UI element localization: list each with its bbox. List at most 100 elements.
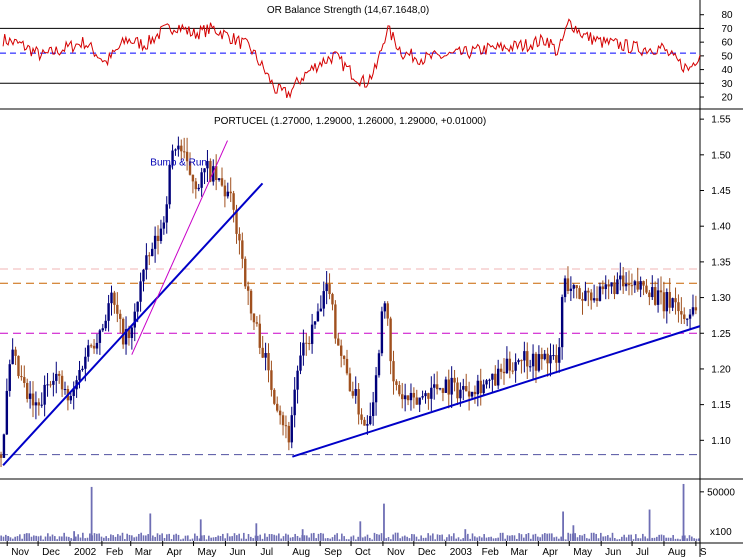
price-bar-body [252, 313, 256, 323]
price-bar-body [168, 164, 171, 205]
price-bar-body [185, 151, 189, 162]
price-bar-body [639, 281, 642, 290]
price-bar-body [616, 279, 619, 295]
price-bar-body [37, 402, 41, 406]
price-bar-body [116, 304, 119, 314]
price-bar-body [284, 425, 288, 427]
price-bar-body [232, 193, 235, 210]
price-bar-body [491, 373, 494, 380]
price-bar-body [578, 288, 581, 299]
price-bar-body [653, 287, 657, 305]
price-bar-body [110, 292, 113, 304]
price-bar-body [688, 314, 692, 319]
price-bar-body [203, 168, 206, 173]
price-bar-body [49, 384, 52, 386]
rsi-tick-label: 50 [721, 51, 733, 62]
x-tick-label: S [700, 547, 707, 557]
price-bar-body [249, 290, 253, 314]
x-tick-label: Nov [387, 547, 405, 557]
rsi-panel: 20 30 40 50 60 70 80 [0, 10, 733, 104]
price-tick-label: 1.25 [711, 329, 731, 340]
price-bar-body [0, 454, 3, 458]
price-bar-body [636, 281, 639, 290]
price-bar-body [261, 347, 264, 358]
price-bar-body [334, 304, 337, 339]
price-trend-line [2, 182, 264, 466]
price-bar-body [342, 355, 346, 359]
bump-and-run-annotation: Bump & Run [150, 158, 207, 169]
price-bar-body [633, 281, 637, 286]
x-tick-label: Jul [636, 547, 649, 557]
price-bar-body [5, 390, 9, 435]
price-bar-body [357, 389, 360, 415]
price-bar-body [485, 380, 488, 385]
price-bar-body [526, 351, 529, 367]
volume-tick-label: 50000 [707, 487, 735, 498]
price-bar-body [278, 410, 282, 416]
price-bar-body [28, 393, 32, 399]
price-bar-body [380, 311, 384, 354]
price-tick-label: 1.50 [711, 150, 731, 161]
price-bar-body [69, 396, 73, 401]
price-bar-body [371, 402, 375, 417]
price-bar-body [235, 209, 238, 234]
price-bar-body [645, 285, 648, 293]
price-bar-body [409, 392, 413, 401]
price-bar-body [351, 391, 355, 396]
price-bar-body [523, 351, 526, 361]
price-bar-body [133, 311, 136, 328]
price-bar-body [668, 292, 671, 308]
x-tick-label: Jun [605, 547, 621, 557]
price-trend-line [292, 325, 701, 458]
price-bar-body [558, 347, 561, 363]
price-bar-body [153, 235, 157, 249]
price-bar-body [290, 415, 293, 443]
price-bar-body [575, 285, 578, 289]
price-bar-body [534, 353, 538, 371]
price-bar-body [433, 384, 436, 388]
price-bar-body [92, 345, 96, 349]
price-bar-body [520, 360, 523, 362]
price-bar-body [23, 377, 26, 383]
price-bar-body [328, 284, 331, 295]
price-bar-body [354, 389, 357, 396]
price-bar-body [258, 323, 261, 348]
rsi-tick-label: 60 [721, 38, 733, 49]
price-tick-label: 1.20 [711, 364, 731, 375]
price-bar-body [98, 330, 102, 343]
rsi-tick-label: 20 [721, 93, 733, 104]
price-bar-body [81, 368, 84, 371]
price-bar-body [319, 308, 323, 312]
rsi-tick-label: 80 [721, 10, 733, 21]
price-bar-body [2, 434, 6, 458]
price-bar-body [331, 294, 334, 305]
price-bar-body [206, 160, 209, 169]
price-bar-body [246, 286, 250, 291]
price-bar-body [563, 278, 567, 298]
price-bar-body [662, 292, 666, 312]
price-bar-body [502, 371, 506, 374]
rsi-tick-label: 30 [721, 79, 733, 90]
price-bar-body [374, 375, 378, 403]
x-tick-label: Mar [135, 547, 153, 557]
price-bar-body [627, 283, 631, 286]
price-bar-body [339, 345, 343, 356]
price-bar-body [63, 389, 67, 391]
price-bar-body [595, 298, 599, 301]
price-bar-body [316, 311, 320, 322]
price-bar-body [587, 290, 590, 293]
price-bar-body [674, 298, 677, 303]
price-bar-body [555, 355, 558, 363]
price-bar-body [685, 318, 689, 320]
price-bar-body [581, 298, 584, 301]
price-bar-body [57, 373, 61, 376]
price-bar-body [20, 376, 23, 378]
x-tick-label: Jul [260, 547, 273, 557]
price-bar-body [549, 355, 552, 364]
price-bar-body [72, 389, 75, 397]
price-bar-body [191, 174, 195, 182]
price-bar-body [177, 145, 180, 150]
price-bar-body [590, 292, 593, 301]
price-bar-body [40, 404, 43, 406]
price-bar-body [104, 320, 107, 329]
